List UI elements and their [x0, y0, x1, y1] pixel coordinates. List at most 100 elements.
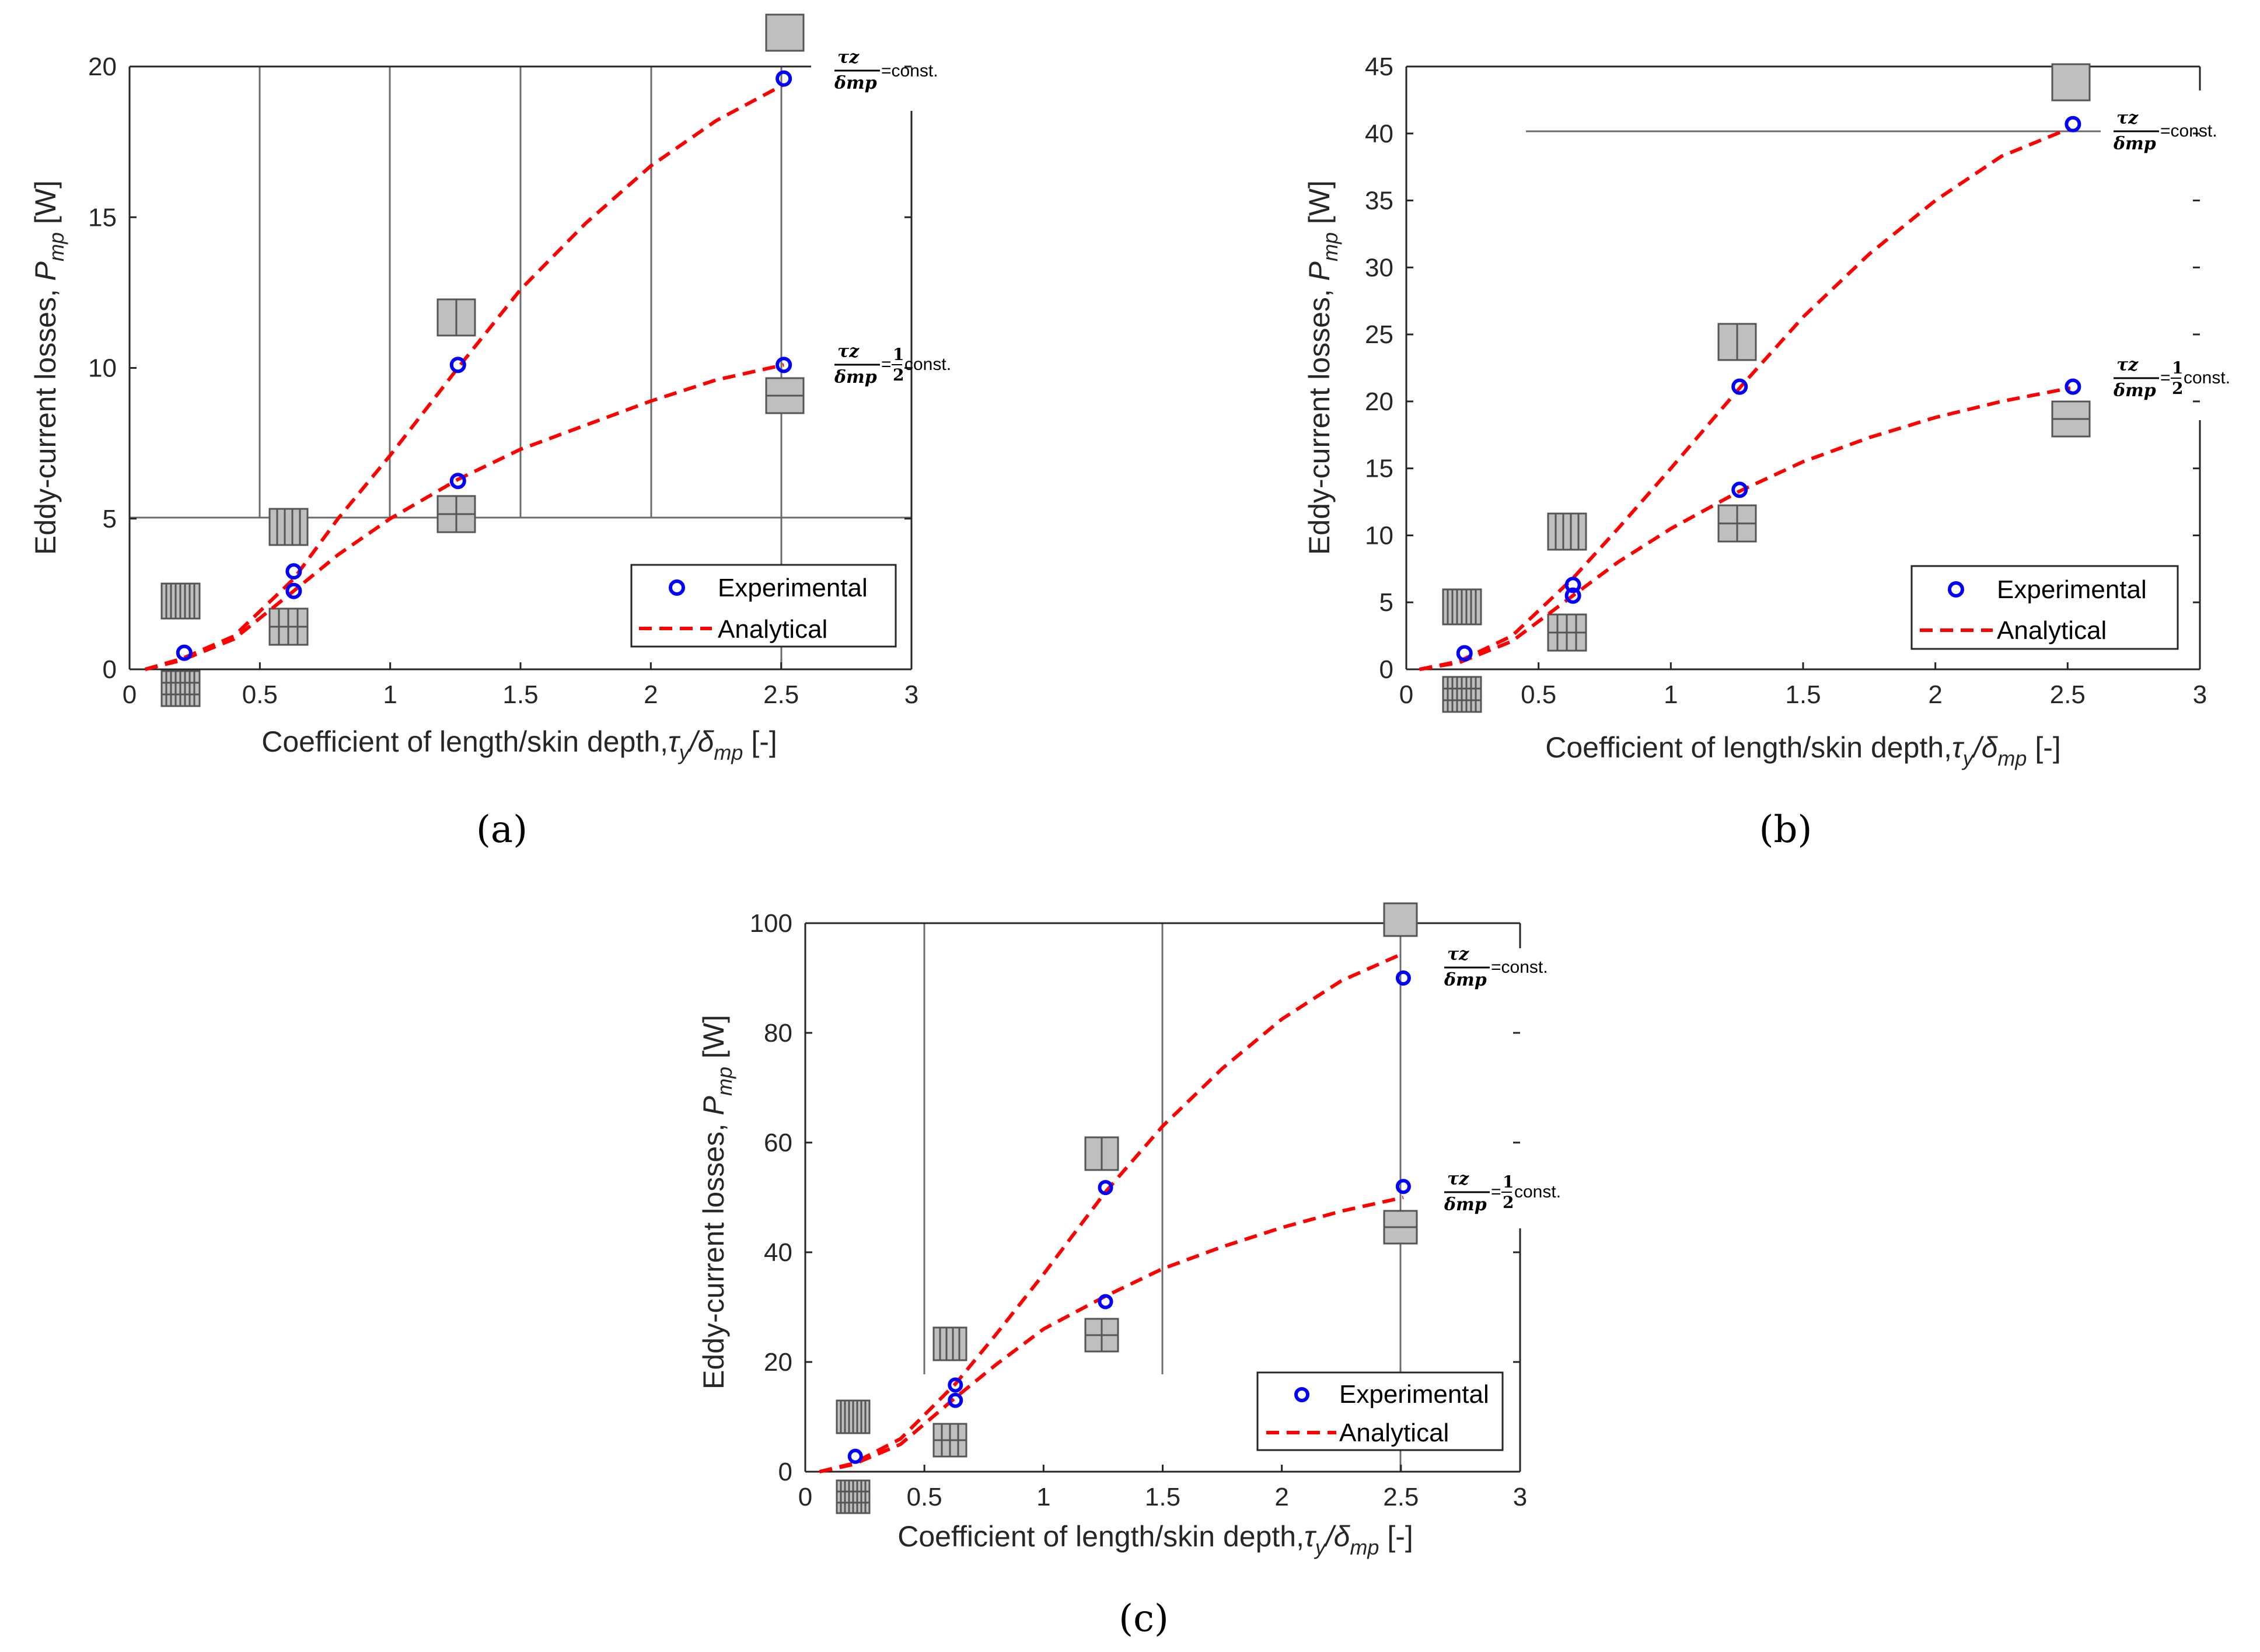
y-tick-label: 35: [1365, 187, 1393, 215]
x-tick-label: 3: [1513, 1483, 1527, 1511]
x-label-unit: [-]: [751, 725, 777, 758]
experimental-point: [449, 473, 466, 490]
annotation-delta-mp: δmp: [1444, 970, 1487, 990]
svg-text:Coefficient of length/skin dep: Coefficient of length/skin depth,τy/δmp …: [1545, 731, 2061, 770]
annotation-tau-z: τz: [1447, 944, 1469, 965]
experimental-point: [1564, 587, 1581, 604]
y-label-subscript: mp: [44, 232, 68, 261]
y-tick-label: 80: [764, 1019, 792, 1047]
sample-icons: [160, 13, 805, 707]
experimental-point: [1395, 1179, 1411, 1195]
x-tick-label: 1.5: [502, 680, 538, 709]
legend: Experimental Analytical: [630, 564, 897, 648]
sample-icon-fine-vertical: [836, 1399, 871, 1434]
experimental-point: [2065, 116, 2081, 132]
sample-icons: [836, 902, 1418, 1514]
annotation-tau-z: τz: [1447, 1169, 1469, 1189]
y-label-subscript: mp: [1318, 232, 1342, 261]
sample-icon-two-horizontal: [1383, 1210, 1418, 1245]
svg-text:Eddy-current losses, Pmp [W]: Eddy-current losses, Pmp [W]: [29, 180, 68, 555]
annotation-eq: =: [1491, 1182, 1501, 1202]
sample-icon-two-horizontal: [765, 377, 805, 414]
experimental-markers: [1456, 116, 2081, 662]
y-label-unit: [W]: [29, 180, 62, 224]
analytical-curves: [1419, 126, 2072, 671]
x-tick-label: 0: [1399, 680, 1413, 709]
annotation-half-num: 1: [1503, 1172, 1514, 1192]
y-tick-label: 20: [88, 53, 117, 81]
y-tick-label: 0: [103, 655, 117, 684]
annotation-half-const: τz δmp = 1 2 const.: [1444, 1169, 1561, 1215]
experimental-point: [1395, 970, 1411, 986]
sample-icon-two-vertical: [1717, 323, 1757, 361]
annotation-const: τz δmp =const.: [2113, 108, 2217, 154]
annotation-eq-const: =const.: [881, 61, 938, 81]
annotation-half-den: 2: [1503, 1193, 1514, 1212]
experimental-point: [1098, 1180, 1113, 1196]
legend: Experimental Analytical: [1910, 565, 2179, 650]
sample-icon-four-vertical: [1547, 512, 1587, 551]
annotation-delta-mp: δmp: [834, 73, 877, 93]
sample-icon-fine-grid: [836, 1479, 871, 1514]
y-tick-label: 0: [1379, 655, 1393, 684]
x-label-symbol: τ: [1952, 731, 1965, 764]
legend-label-analytical: Analytical: [1997, 616, 2107, 645]
x-label-text: Coefficient of length/skin depth,: [897, 1520, 1304, 1553]
experimental-point: [1731, 378, 1748, 395]
annotation-delta-mp: δmp: [2113, 380, 2156, 401]
x-label-subscript-mp: mp: [1350, 1535, 1379, 1559]
legend-box: [1256, 1371, 1504, 1451]
annotation-const: τz δmp =const.: [834, 47, 938, 93]
annotation-tau-z: τz: [837, 47, 860, 68]
x-label-subscript-mp: mp: [714, 741, 743, 764]
sample-icon-solid: [1383, 902, 1418, 937]
y-axis-label: Eddy-current losses, Pmp [W]: [697, 1015, 736, 1389]
x-label-symbol: τ: [668, 725, 681, 758]
sample-icon-two-vertical: [436, 298, 476, 337]
y-tick-label: 5: [103, 505, 117, 533]
x-ticks: 0 0.5 1 1.5 2 2.5 3: [798, 1465, 1527, 1511]
legend-label-analytical: Analytical: [1339, 1419, 1449, 1447]
sample-icon-grid-4x4: [932, 1423, 967, 1458]
legend-label-analytical: Analytical: [718, 615, 827, 644]
x-label-unit: [-]: [2035, 731, 2060, 764]
legend: Experimental Analytical: [1256, 1371, 1504, 1451]
y-label-unit: [W]: [697, 1015, 730, 1059]
annotation-half-num: 1: [2172, 358, 2183, 378]
x-label-separator: /δ: [1972, 731, 1999, 764]
experimental-point: [285, 563, 302, 580]
sample-icon-two-horizontal: [2051, 400, 2091, 438]
y-label-symbol: P: [29, 261, 62, 281]
y-label-text: Eddy-current losses,: [1303, 289, 1336, 555]
legend-marker-experimental: [1948, 581, 1964, 598]
annotation-half-num: 1: [893, 345, 904, 364]
analytical-curve: [819, 951, 1405, 1473]
analytical-curve: [1419, 386, 2071, 671]
y-ticks: 0 20 40 60 80 100: [750, 909, 1520, 1486]
y-label-symbol: P: [1303, 261, 1336, 281]
x-tick-label: 2.5: [2050, 680, 2086, 709]
x-tick-label: 0.5: [1521, 680, 1556, 709]
experimental-markers: [847, 970, 1411, 1464]
experimental-point: [948, 1377, 963, 1393]
sample-icon-cross: [1084, 1318, 1119, 1353]
annotation-eq: =: [2160, 368, 2171, 387]
x-axis-label: Coefficient of length/skin depth,τy/δmp …: [897, 1520, 1413, 1559]
y-axis-label: Eddy-current losses, Pmp [W]: [1303, 180, 1342, 555]
legend-box: [630, 564, 897, 648]
analytical-curves: [144, 83, 785, 671]
y-tick-label: 30: [1365, 253, 1393, 282]
annotation-delta-mp: δmp: [834, 367, 877, 387]
sample-icon-grid-4x4: [268, 607, 309, 646]
annotation-eq-const: =const.: [2160, 121, 2217, 141]
x-ticks: 0 0.5 1 1.5 2 2.5 3: [1399, 662, 2207, 709]
experimental-point: [948, 1392, 963, 1408]
x-label-subscript-y: y: [677, 741, 691, 764]
svg-text:Coefficient of length/skin dep: Coefficient of length/skin depth,τy/δmp …: [261, 725, 777, 764]
experimental-point: [1564, 577, 1581, 593]
x-tick-label: 2: [1928, 680, 1942, 709]
experimental-point: [1456, 645, 1473, 662]
legend-label-experimental: Experimental: [1339, 1380, 1489, 1409]
sample-icon-four-vertical: [268, 508, 309, 546]
annotation-half-den: 2: [2172, 379, 2183, 398]
